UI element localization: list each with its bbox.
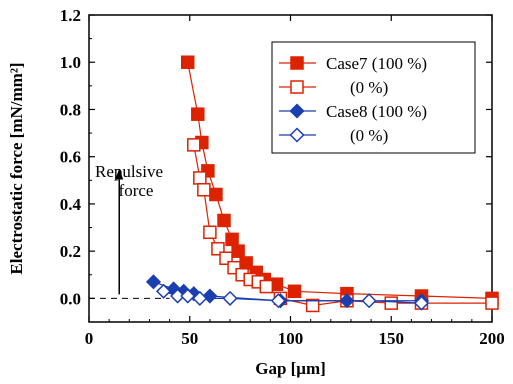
- x-tick-label: 50: [181, 329, 198, 348]
- y-tick-label: 0.4: [60, 195, 82, 214]
- data-point: [217, 213, 231, 228]
- data-point: [202, 288, 218, 304]
- data-point: [270, 293, 286, 309]
- data-point: [170, 288, 186, 304]
- legend-marker: [290, 80, 304, 94]
- data-point: [287, 284, 302, 299]
- series-3: [155, 283, 430, 311]
- x-tick-label: 150: [379, 329, 405, 348]
- y-tick-label: 1.0: [60, 53, 81, 72]
- annotation-force: force: [119, 181, 154, 200]
- data-point: [180, 55, 195, 69]
- data-point: [485, 296, 499, 310]
- legend-label: (0 %): [350, 126, 388, 145]
- series-1: [187, 138, 499, 313]
- legend-label: Case7 (100 %): [326, 54, 427, 73]
- data-point: [197, 183, 211, 197]
- repulsive-arrow-head: [115, 168, 124, 180]
- y-tick-label: 0.8: [60, 100, 81, 119]
- y-axis-label: Electrostatic force [mN/mm²]: [7, 62, 26, 274]
- annotation-repulsive: Repulsive: [95, 162, 163, 181]
- legend-marker: [290, 56, 304, 70]
- data-point: [203, 225, 217, 240]
- x-tick-label: 100: [278, 329, 304, 348]
- y-tick-label: 0.2: [60, 242, 81, 261]
- legend-marker: [289, 127, 305, 143]
- data-point: [225, 232, 239, 247]
- data-point: [305, 298, 320, 313]
- data-point: [155, 283, 172, 299]
- legend-marker: [289, 103, 305, 119]
- y-tick-label: 0.0: [60, 289, 81, 308]
- data-point: [222, 290, 238, 306]
- y-tick-label: 1.2: [60, 6, 81, 25]
- data-point: [259, 279, 274, 294]
- x-tick-label: 0: [85, 329, 94, 348]
- data-point: [145, 274, 162, 290]
- data-point: [180, 288, 196, 304]
- x-tick-label: 200: [479, 329, 505, 348]
- legend-label: Case8 (100 %): [326, 102, 427, 121]
- data-point: [231, 244, 245, 258]
- data-point: [384, 296, 398, 310]
- legend-label: (0 %): [350, 78, 388, 97]
- y-tick-label: 0.6: [60, 148, 81, 167]
- data-point: [191, 107, 205, 121]
- data-point: [209, 187, 223, 202]
- data-point: [192, 290, 208, 306]
- x-axis-label: Gap [μm]: [255, 359, 326, 378]
- axes: 0 50 100 150 200 0.0 0.2 0.4 0.6 0.8 1.0 1.2 Gap [μm…: [7, 6, 505, 378]
- legend: Case7 (100 %) (0 %) Case8 (100 %) (0 %): [271, 41, 476, 154]
- data-point: [413, 295, 430, 311]
- data-point: [193, 171, 207, 185]
- series-layer: [145, 55, 499, 313]
- data-point: [187, 138, 201, 152]
- data-point: [361, 293, 377, 309]
